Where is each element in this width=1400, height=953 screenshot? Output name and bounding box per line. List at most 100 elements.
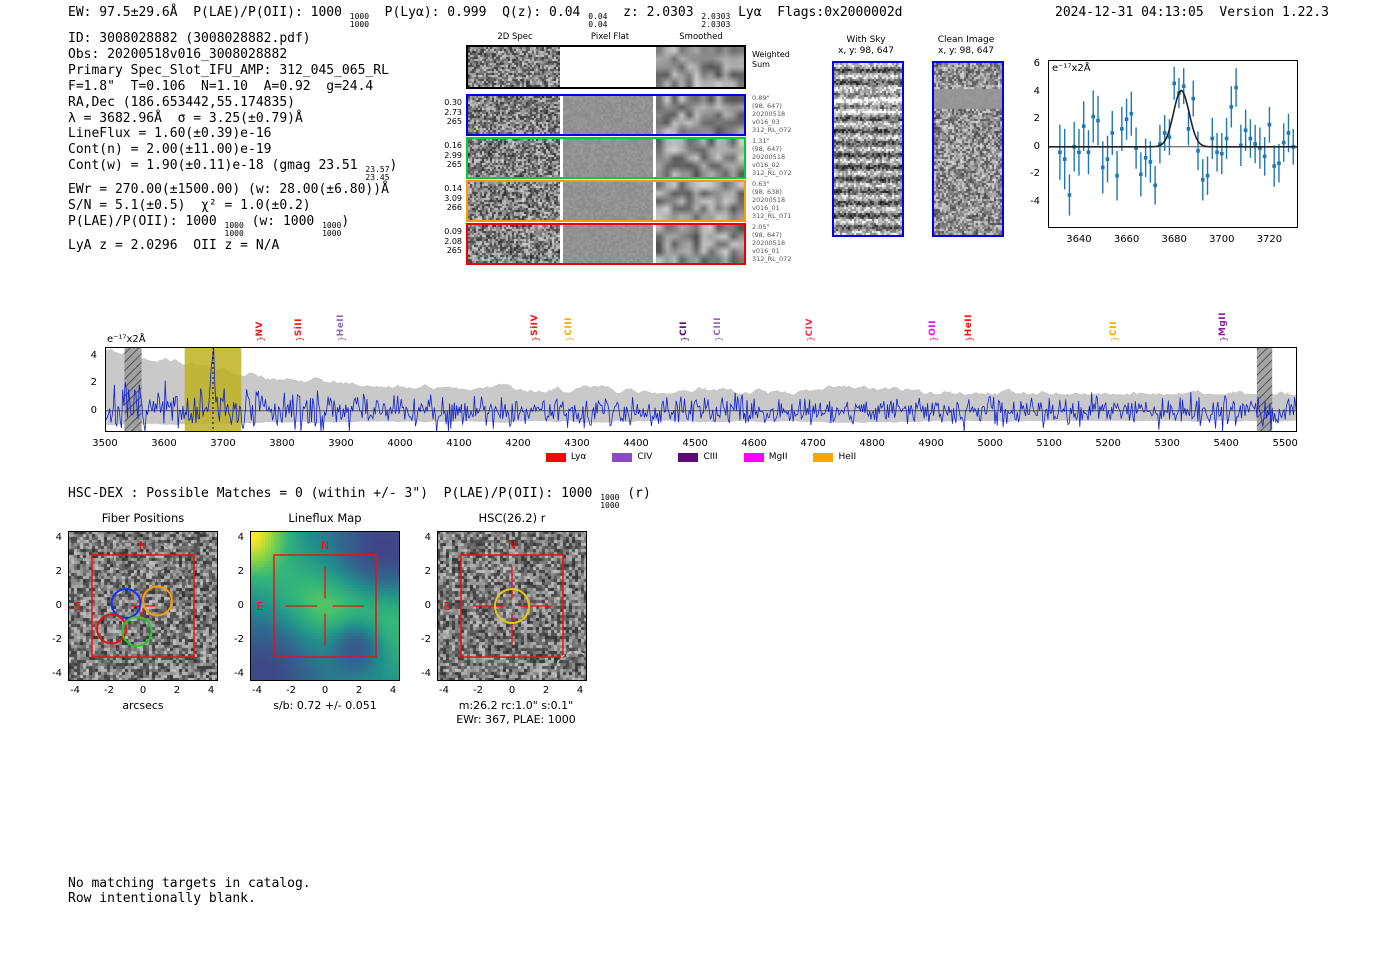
line-marker-label-cii: CII	[1107, 298, 1121, 336]
panel-xtick-label: 4	[576, 685, 584, 696]
data-point-marker	[1234, 85, 1238, 90]
line-marker-brace: {	[804, 336, 815, 342]
strip-meta-line: 312_RL_072	[752, 254, 792, 263]
data-point-marker	[1196, 149, 1200, 153]
compass-north-label: N	[508, 539, 516, 552]
summary-text: )	[389, 158, 398, 174]
full-spectrum-svg	[105, 347, 1297, 432]
panel-xtick-label: 0	[321, 685, 329, 696]
spectrum-xtick-label: 3900	[328, 438, 354, 449]
line-marker-label-heii: HeII	[962, 298, 976, 336]
aperture-circle	[494, 588, 530, 624]
hsc-dex-match-line: HSC-DEX : Possible Matches = 0 (within +…	[68, 486, 651, 510]
spectrum-line	[105, 347, 1297, 432]
header-summary-line: EW: 97.5±29.6Å P(LAE)/P(OII): 1000 1000 1…	[68, 5, 902, 29]
summary-text: LineFlux = 1.60(±0.39)e-16	[68, 126, 272, 142]
fiber-xlabel: arcsecs	[122, 699, 164, 712]
summary-text: EWr = 270.00(±1500.00) (w: 28.00(±6.80))…	[68, 182, 389, 198]
catalog-object-dashed-circle	[554, 651, 587, 681]
line-marker-brace: {	[1109, 336, 1120, 342]
summary-line-3: F=1.8" T=0.106 N=1.10 A=0.92 g=24.4	[68, 79, 397, 95]
gaussian-fit-curve	[1048, 89, 1298, 148]
data-point-marker	[1158, 142, 1162, 146]
panel-xtick-label: -2	[286, 685, 296, 696]
summary-line-7: Cont(n) = 2.00(±11.00)e-19	[68, 142, 397, 158]
detection-summary-block: ID: 3008028882 (3008028882.pdf) Obs: 2020…	[68, 31, 397, 254]
line-marker-label-civ: CIV	[803, 298, 817, 336]
panel-ytick-label: 2	[424, 566, 431, 577]
legend-swatch	[743, 452, 764, 462]
line-marker-label-nv: NV	[253, 298, 267, 337]
clean-image-panel	[932, 61, 1004, 237]
panel-ytick-label: 4	[424, 532, 431, 543]
strip-left-stats: 0.30 2.73 265	[432, 98, 462, 127]
strip-meta-line: v016_02	[752, 160, 780, 169]
spectrum-xtick-label: 4200	[505, 438, 531, 449]
cutout-pixel-flat-image	[563, 182, 653, 220]
panel-xtick-label: 2	[355, 685, 363, 696]
data-point-marker	[1067, 193, 1072, 197]
line-marker-brace: {	[336, 336, 347, 342]
line-marker-brace: {	[1217, 336, 1228, 342]
summary-text: )	[341, 214, 350, 230]
summary-line-9: EWr = 270.00(±1500.00) (w: 28.00(±6.80))…	[68, 182, 397, 198]
col-title-2d-spec: 2D Spec	[497, 32, 533, 42]
summary-line-6: LineFlux = 1.60(±0.39)e-16	[68, 126, 397, 142]
data-point-marker	[1181, 84, 1186, 88]
cutout-strip	[466, 180, 746, 222]
strip-meta-line: 20200518	[752, 195, 786, 204]
strip-left-stats: 0.16 2.99 265	[432, 141, 462, 170]
strip-meta-line: (98, 647)	[752, 144, 782, 153]
strip-stat-line: 0.09	[444, 227, 462, 236]
header-text: z: 2.0303	[607, 5, 702, 20]
strip-stat-line: 0.14	[444, 184, 462, 193]
cutout-2d-spec-image	[468, 139, 560, 177]
data-point-marker	[1100, 165, 1105, 170]
legend-label: HeII	[838, 452, 857, 462]
strip-left-stats: 0.14 3.09 266	[432, 184, 462, 213]
panel-xtick-label: 4	[207, 685, 215, 696]
hsc-dex-text: (r)	[619, 486, 651, 501]
data-point-marker	[1262, 154, 1267, 159]
strip-stat-line: 265	[446, 117, 462, 126]
summary-text: Cont(n) = 2.00(±11.00)e-19	[68, 142, 272, 158]
summary-text: LyA z = 2.0296 OII z = N/A	[68, 238, 280, 254]
cutout-smoothed-image	[656, 47, 744, 87]
spectrum-xtick-label: 5000	[977, 438, 1003, 449]
cutout-pixel-flat-image	[563, 96, 653, 134]
legend-item-mgii: MgII	[743, 452, 788, 462]
strip-stat-line: 0.16	[444, 141, 462, 150]
strip-meta-line: (98, 647)	[752, 101, 782, 110]
hsc-caption-ew: EWr: 367, PLAE: 1000	[456, 713, 576, 726]
cutout-strip	[466, 94, 746, 136]
strip-meta-line: v016_03	[752, 117, 780, 126]
panel-ytick-label: 0	[424, 600, 431, 611]
data-point-marker	[1167, 135, 1172, 139]
data-point-marker	[1243, 128, 1248, 133]
header-text: EW: 97.5±29.6Å P(LAE)/P(OII): 1000	[68, 5, 350, 20]
spectrum-xtick-label: 5500	[1272, 438, 1298, 449]
strip-meta-line: 20200518	[752, 238, 786, 247]
legend-label: MgII	[768, 452, 788, 462]
line-marker-label-siii: SiII	[292, 298, 306, 336]
line-marker-brace: {	[530, 336, 541, 342]
data-point-marker	[1105, 157, 1110, 161]
detection-highlight-band	[184, 347, 242, 432]
hsc-r-panel-overlay: NE	[437, 531, 587, 681]
strip-stat-line: 2.73	[444, 107, 462, 117]
summary-fraction: 1000 1000	[322, 221, 342, 239]
strip-meta-line: 312_RL_072	[752, 168, 792, 177]
strip-meta-line: 2.05"	[752, 223, 770, 231]
data-point-marker	[1120, 127, 1124, 131]
summary-line-0: ID: 3008028882 (3008028882.pdf)	[68, 31, 397, 47]
data-point-marker	[1058, 150, 1062, 155]
line-marker-text: CIII	[713, 317, 724, 336]
data-point-marker	[1229, 105, 1234, 109]
panel-xtick-label: -2	[104, 685, 114, 696]
spectrum-xtick-label: 5400	[1213, 438, 1239, 449]
spectrum-xtick-label: 5300	[1154, 438, 1180, 449]
summary-line-2: Primary Spec_Slot_IFU_AMP: 312_045_065_R…	[68, 63, 397, 79]
legend-swatch	[678, 452, 699, 462]
with-sky-panel	[832, 61, 904, 237]
strip-meta-line: v016_01	[752, 203, 780, 212]
